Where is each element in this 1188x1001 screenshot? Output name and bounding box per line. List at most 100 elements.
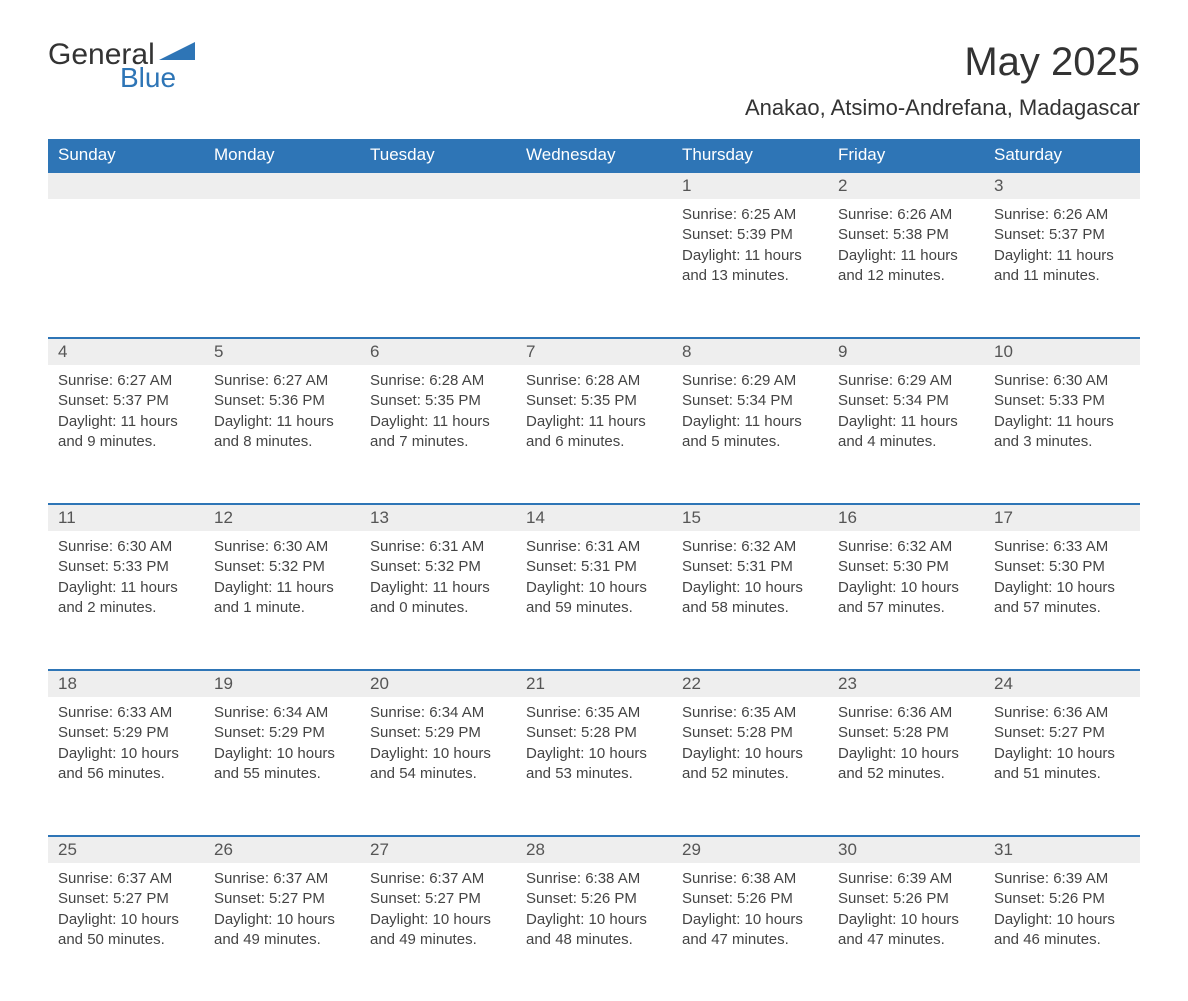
week-content-row: Sunrise: 6:37 AMSunset: 5:27 PMDaylight:…	[48, 863, 1140, 1001]
day-number: 16	[828, 503, 984, 531]
day-details: Sunrise: 6:34 AMSunset: 5:29 PMDaylight:…	[360, 697, 516, 788]
sunset-text: Sunset: 5:33 PM	[994, 391, 1130, 411]
sunrise-text: Sunrise: 6:37 AM	[214, 869, 350, 889]
day-cell: Sunrise: 6:31 AMSunset: 5:31 PMDaylight:…	[516, 531, 672, 669]
sunrise-text: Sunrise: 6:38 AM	[682, 869, 818, 889]
day-cell: Sunrise: 6:30 AMSunset: 5:33 PMDaylight:…	[984, 365, 1140, 503]
sunrise-text: Sunrise: 6:33 AM	[994, 537, 1130, 557]
sunrise-text: Sunrise: 6:35 AM	[682, 703, 818, 723]
sunset-text: Sunset: 5:31 PM	[682, 557, 818, 577]
day-cell: Sunrise: 6:32 AMSunset: 5:30 PMDaylight:…	[828, 531, 984, 669]
daylight-text: Daylight: 11 hours and 5 minutes.	[682, 412, 818, 453]
day-details: Sunrise: 6:34 AMSunset: 5:29 PMDaylight:…	[204, 697, 360, 788]
sunset-text: Sunset: 5:27 PM	[370, 889, 506, 909]
week-daynum-row: 45678910	[48, 337, 1140, 365]
day-details: Sunrise: 6:38 AMSunset: 5:26 PMDaylight:…	[516, 863, 672, 954]
sunrise-text: Sunrise: 6:26 AM	[838, 205, 974, 225]
sunset-text: Sunset: 5:29 PM	[58, 723, 194, 743]
daylight-text: Daylight: 11 hours and 12 minutes.	[838, 246, 974, 287]
sunrise-text: Sunrise: 6:39 AM	[994, 869, 1130, 889]
day-details: Sunrise: 6:33 AMSunset: 5:29 PMDaylight:…	[48, 697, 204, 788]
day-details: Sunrise: 6:39 AMSunset: 5:26 PMDaylight:…	[984, 863, 1140, 954]
day-details: Sunrise: 6:33 AMSunset: 5:30 PMDaylight:…	[984, 531, 1140, 622]
sunrise-text: Sunrise: 6:31 AM	[370, 537, 506, 557]
daylight-text: Daylight: 10 hours and 46 minutes.	[994, 910, 1130, 951]
day-number: 14	[516, 503, 672, 531]
day-number	[516, 171, 672, 199]
day-cell: Sunrise: 6:33 AMSunset: 5:29 PMDaylight:…	[48, 697, 204, 835]
sunrise-text: Sunrise: 6:36 AM	[838, 703, 974, 723]
weekday-header: Sunday	[48, 139, 204, 171]
daylight-text: Daylight: 11 hours and 4 minutes.	[838, 412, 974, 453]
day-details: Sunrise: 6:31 AMSunset: 5:31 PMDaylight:…	[516, 531, 672, 622]
daylight-text: Daylight: 10 hours and 49 minutes.	[370, 910, 506, 951]
month-title: May 2025	[745, 40, 1140, 85]
day-details: Sunrise: 6:36 AMSunset: 5:27 PMDaylight:…	[984, 697, 1140, 788]
day-number: 17	[984, 503, 1140, 531]
day-cell: Sunrise: 6:35 AMSunset: 5:28 PMDaylight:…	[516, 697, 672, 835]
day-number: 25	[48, 835, 204, 863]
sunset-text: Sunset: 5:28 PM	[682, 723, 818, 743]
day-details: Sunrise: 6:30 AMSunset: 5:33 PMDaylight:…	[48, 531, 204, 622]
sunset-text: Sunset: 5:32 PM	[370, 557, 506, 577]
day-cell: Sunrise: 6:38 AMSunset: 5:26 PMDaylight:…	[672, 863, 828, 1001]
weekday-header: Wednesday	[516, 139, 672, 171]
day-number: 12	[204, 503, 360, 531]
day-details: Sunrise: 6:28 AMSunset: 5:35 PMDaylight:…	[516, 365, 672, 456]
day-cell: Sunrise: 6:31 AMSunset: 5:32 PMDaylight:…	[360, 531, 516, 669]
sunset-text: Sunset: 5:26 PM	[838, 889, 974, 909]
day-cell: Sunrise: 6:37 AMSunset: 5:27 PMDaylight:…	[360, 863, 516, 1001]
sunrise-text: Sunrise: 6:31 AM	[526, 537, 662, 557]
day-details: Sunrise: 6:25 AMSunset: 5:39 PMDaylight:…	[672, 199, 828, 290]
day-details: Sunrise: 6:38 AMSunset: 5:26 PMDaylight:…	[672, 863, 828, 954]
daylight-text: Daylight: 10 hours and 54 minutes.	[370, 744, 506, 785]
daylight-text: Daylight: 11 hours and 6 minutes.	[526, 412, 662, 453]
title-block: May 2025 Anakao, Atsimo-Andrefana, Madag…	[745, 40, 1140, 135]
weekday-header: Tuesday	[360, 139, 516, 171]
daylight-text: Daylight: 10 hours and 55 minutes.	[214, 744, 350, 785]
daylight-text: Daylight: 11 hours and 1 minute.	[214, 578, 350, 619]
week-daynum-row: 25262728293031	[48, 835, 1140, 863]
day-details: Sunrise: 6:26 AMSunset: 5:37 PMDaylight:…	[984, 199, 1140, 290]
location-subtitle: Anakao, Atsimo-Andrefana, Madagascar	[745, 95, 1140, 121]
daylight-text: Daylight: 10 hours and 59 minutes.	[526, 578, 662, 619]
sunrise-text: Sunrise: 6:30 AM	[58, 537, 194, 557]
week-daynum-row: 18192021222324	[48, 669, 1140, 697]
sunset-text: Sunset: 5:37 PM	[994, 225, 1130, 245]
sunset-text: Sunset: 5:31 PM	[526, 557, 662, 577]
day-number: 15	[672, 503, 828, 531]
day-details: Sunrise: 6:39 AMSunset: 5:26 PMDaylight:…	[828, 863, 984, 954]
day-cell: Sunrise: 6:25 AMSunset: 5:39 PMDaylight:…	[672, 199, 828, 337]
day-details: Sunrise: 6:27 AMSunset: 5:36 PMDaylight:…	[204, 365, 360, 456]
sunset-text: Sunset: 5:29 PM	[370, 723, 506, 743]
sunset-text: Sunset: 5:26 PM	[526, 889, 662, 909]
day-cell: Sunrise: 6:29 AMSunset: 5:34 PMDaylight:…	[672, 365, 828, 503]
day-cell: Sunrise: 6:28 AMSunset: 5:35 PMDaylight:…	[360, 365, 516, 503]
sunset-text: Sunset: 5:37 PM	[58, 391, 194, 411]
day-number: 29	[672, 835, 828, 863]
weekday-header-row: SundayMondayTuesdayWednesdayThursdayFrid…	[48, 139, 1140, 171]
day-cell: Sunrise: 6:27 AMSunset: 5:36 PMDaylight:…	[204, 365, 360, 503]
sunset-text: Sunset: 5:35 PM	[370, 391, 506, 411]
day-details: Sunrise: 6:32 AMSunset: 5:31 PMDaylight:…	[672, 531, 828, 622]
day-cell	[516, 199, 672, 337]
sunset-text: Sunset: 5:26 PM	[994, 889, 1130, 909]
day-number	[48, 171, 204, 199]
day-number: 28	[516, 835, 672, 863]
weekday-header: Thursday	[672, 139, 828, 171]
sunrise-text: Sunrise: 6:30 AM	[994, 371, 1130, 391]
sunrise-text: Sunrise: 6:32 AM	[682, 537, 818, 557]
day-number	[360, 171, 516, 199]
day-number: 22	[672, 669, 828, 697]
day-details: Sunrise: 6:31 AMSunset: 5:32 PMDaylight:…	[360, 531, 516, 622]
day-cell: Sunrise: 6:26 AMSunset: 5:38 PMDaylight:…	[828, 199, 984, 337]
sunset-text: Sunset: 5:36 PM	[214, 391, 350, 411]
day-number: 18	[48, 669, 204, 697]
sunset-text: Sunset: 5:26 PM	[682, 889, 818, 909]
sunrise-text: Sunrise: 6:25 AM	[682, 205, 818, 225]
sunrise-text: Sunrise: 6:36 AM	[994, 703, 1130, 723]
day-details: Sunrise: 6:36 AMSunset: 5:28 PMDaylight:…	[828, 697, 984, 788]
daylight-text: Daylight: 10 hours and 57 minutes.	[994, 578, 1130, 619]
sunrise-text: Sunrise: 6:38 AM	[526, 869, 662, 889]
sunrise-text: Sunrise: 6:35 AM	[526, 703, 662, 723]
